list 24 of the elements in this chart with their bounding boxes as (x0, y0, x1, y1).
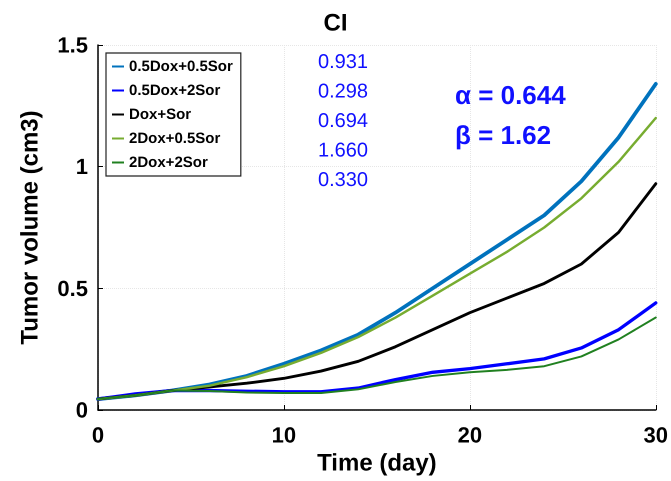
legend-label: Dox+Sor (129, 106, 192, 123)
annotation: α = 0.644 (455, 80, 566, 110)
legend-label: 2Dox+0.5Sor (129, 130, 220, 147)
legend-label: 0.5Dox+0.5Sor (129, 58, 233, 75)
annotation: 0.298 (318, 80, 368, 102)
annotation: 0.694 (318, 110, 368, 132)
annotation: 1.660 (318, 140, 368, 162)
annotation: 0.330 (318, 169, 368, 191)
annotation: β = 1.62 (455, 120, 552, 150)
x-tick-label: 0 (92, 422, 104, 448)
y-tick-label: 0.5 (57, 276, 88, 301)
x-tick-label: 10 (272, 422, 296, 448)
line-series (97, 316, 657, 400)
y-tick-label: 1 (76, 154, 88, 180)
annotation: 0.931 (318, 51, 368, 73)
chart-title: CI (324, 10, 348, 36)
y-axis-title: Tumor volume (cm3) (16, 110, 44, 345)
y-tick-label: 1.5 (57, 32, 88, 58)
y-tick-label: 0 (76, 398, 88, 422)
legend-label: 2Dox+2Sor (129, 154, 208, 171)
x-tick-label: 30 (644, 422, 668, 448)
legend-label: 0.5Dox+2Sor (129, 82, 220, 99)
x-tick-label: 20 (458, 422, 482, 448)
x-axis-title: Time (day) (317, 449, 437, 476)
